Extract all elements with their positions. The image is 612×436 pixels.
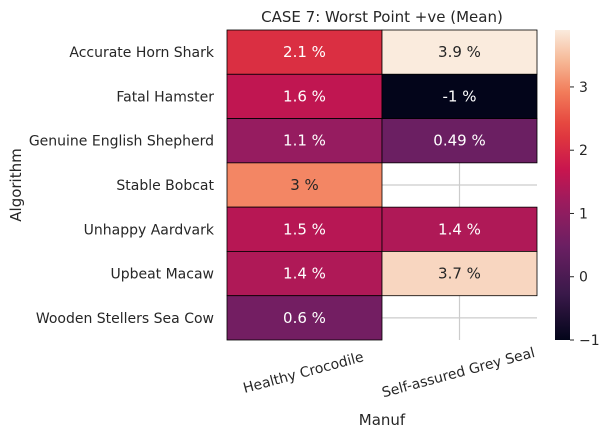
cell-label: 0.49 % bbox=[433, 132, 485, 150]
cell-label: 2.1 % bbox=[283, 43, 326, 61]
cell-label: 3.7 % bbox=[438, 265, 481, 283]
heatmap-cell bbox=[226, 251, 383, 297]
colorbar: 3 2 1 0 −1 bbox=[555, 30, 600, 349]
colorbar-tick-label: 1 bbox=[579, 206, 588, 222]
heatmap-cell bbox=[226, 206, 383, 252]
colorbar-tick-label: −1 bbox=[579, 333, 600, 349]
heatmap-cell bbox=[381, 118, 538, 164]
cell-label: -1 % bbox=[443, 87, 477, 105]
x-axis-label: Manuf bbox=[359, 411, 406, 429]
cell-label: 3 % bbox=[290, 176, 319, 194]
chart-title: CASE 7: Worst Point +ve (Mean) bbox=[261, 8, 503, 26]
colorbar-tick-label: 0 bbox=[579, 270, 588, 286]
cell-label: 1.6 % bbox=[283, 87, 326, 105]
cell-label: 1.1 % bbox=[283, 132, 326, 150]
y-tick-label: Unhappy Aardvark bbox=[84, 222, 215, 238]
y-tick-label: Wooden Stellers Sea Cow bbox=[36, 311, 214, 327]
y-axis-tick-labels: Accurate Horn Shark Fatal Hamster Genuine … bbox=[29, 45, 215, 327]
colorbar-tick-label: 3 bbox=[579, 80, 588, 96]
x-tick-label: Self-assured Grey Seal bbox=[380, 345, 536, 401]
colorbar-tick-label: 2 bbox=[579, 143, 588, 159]
colorbar-tick-labels: 3 2 1 0 −1 bbox=[570, 80, 600, 349]
heatmap-cell bbox=[381, 251, 538, 297]
y-tick-label: Fatal Hamster bbox=[116, 89, 214, 105]
heatmap-cell bbox=[381, 206, 538, 252]
cell-labels: 2.1 % 3.9 % 1.6 % -1 % 1.1 % 0.49 % 3 % 1.5 % 1.… bbox=[283, 43, 486, 327]
cell-label: 1.4 % bbox=[283, 265, 326, 283]
x-tick-label: Healthy Crocodile bbox=[241, 349, 365, 397]
cell-label: 0.6 % bbox=[283, 309, 326, 327]
heatmap-cells bbox=[226, 29, 538, 341]
x-axis-tick-labels: Healthy Crocodile Self-assured Grey Seal bbox=[241, 345, 536, 401]
y-tick-label: Stable Bobcat bbox=[116, 178, 214, 194]
y-tick-label: Genuine English Shepherd bbox=[29, 134, 214, 150]
cell-label: 1.4 % bbox=[438, 220, 481, 238]
heatmap-cell bbox=[226, 162, 383, 208]
plot-area: 2.1 % 3.9 % 1.6 % -1 % 1.1 % 0.49 % 3 % 1.5 % 1.… bbox=[226, 29, 538, 341]
colorbar-gradient bbox=[555, 30, 570, 340]
y-tick-label: Upbeat Macaw bbox=[110, 267, 214, 283]
y-axis-label: Algorithm bbox=[7, 148, 25, 221]
heatmap-cell bbox=[226, 295, 383, 341]
cell-label: 3.9 % bbox=[438, 43, 481, 61]
cell-label: 1.5 % bbox=[283, 220, 326, 238]
y-tick-label: Accurate Horn Shark bbox=[69, 45, 215, 61]
